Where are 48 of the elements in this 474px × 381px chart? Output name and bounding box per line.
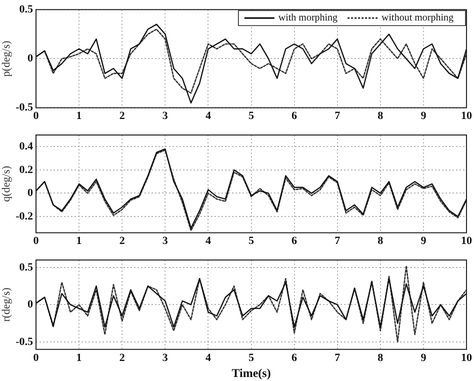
x-tick-label: 7 bbox=[334, 352, 341, 364]
x-tick-label: 5 bbox=[248, 110, 254, 122]
y-tick-label: 0.4 bbox=[19, 140, 34, 152]
x-tick-label: 3 bbox=[162, 352, 168, 364]
x-tick-label: 2 bbox=[119, 110, 126, 122]
y-tick-label: 0 bbox=[28, 298, 34, 311]
x-tick-label: 7 bbox=[334, 235, 341, 248]
x-axis-title: Time(s) bbox=[232, 366, 271, 380]
y-axis-title: r(deg/s) bbox=[0, 287, 12, 322]
x-tick-label: 6 bbox=[292, 110, 298, 122]
line-series bbox=[36, 265, 466, 343]
x-tick-label: 10 bbox=[461, 235, 472, 248]
line-series bbox=[36, 28, 466, 94]
y-tick-label: -0.2 bbox=[16, 210, 34, 222]
x-tick-label: 9 bbox=[420, 352, 427, 364]
x-tick-label: 4 bbox=[205, 352, 212, 364]
legend-label: without morphing bbox=[382, 12, 454, 24]
y-tick-label: 0.2 bbox=[19, 164, 34, 176]
x-tick-label: 2 bbox=[119, 235, 126, 248]
x-tick-label: 5 bbox=[248, 352, 254, 364]
x-tick-label: 4 bbox=[205, 110, 212, 122]
x-tick-label: 9 bbox=[420, 235, 427, 248]
x-tick-label: 4 bbox=[205, 235, 212, 248]
x-tick-label: 1 bbox=[76, 352, 82, 364]
y-tick-label: 0 bbox=[28, 52, 34, 65]
x-tick-label: 8 bbox=[378, 235, 384, 248]
x-tick-label: 3 bbox=[162, 235, 168, 248]
x-tick-label: 3 bbox=[162, 110, 168, 122]
x-tick-label: 1 bbox=[76, 110, 82, 122]
y-tick-label: 0.5 bbox=[19, 3, 34, 16]
x-tick-label: 1 bbox=[76, 235, 82, 248]
y-tick-label: -0.5 bbox=[16, 336, 34, 348]
x-tick-label: 6 bbox=[292, 235, 298, 248]
y-axis-title: q(deg/s) bbox=[0, 166, 12, 202]
y-tick-label: 0.5 bbox=[19, 261, 34, 274]
x-tick-label: 10 bbox=[461, 110, 472, 122]
y-tick-label: 0 bbox=[28, 187, 34, 200]
x-tick-label: 7 bbox=[334, 110, 341, 122]
x-tick-label: 8 bbox=[378, 352, 384, 364]
x-tick-label: 10 bbox=[461, 352, 472, 364]
x-tick-label: 8 bbox=[378, 110, 384, 122]
y-tick-label: -0.5 bbox=[16, 102, 34, 114]
x-tick-label: 5 bbox=[248, 235, 254, 248]
x-tick-label: 2 bbox=[119, 352, 126, 364]
x-tick-label: 9 bbox=[420, 110, 427, 122]
legend-label: with morphing bbox=[278, 12, 338, 24]
x-tick-label: 6 bbox=[292, 352, 298, 364]
y-axis-title: p(deg/s) bbox=[0, 40, 12, 77]
